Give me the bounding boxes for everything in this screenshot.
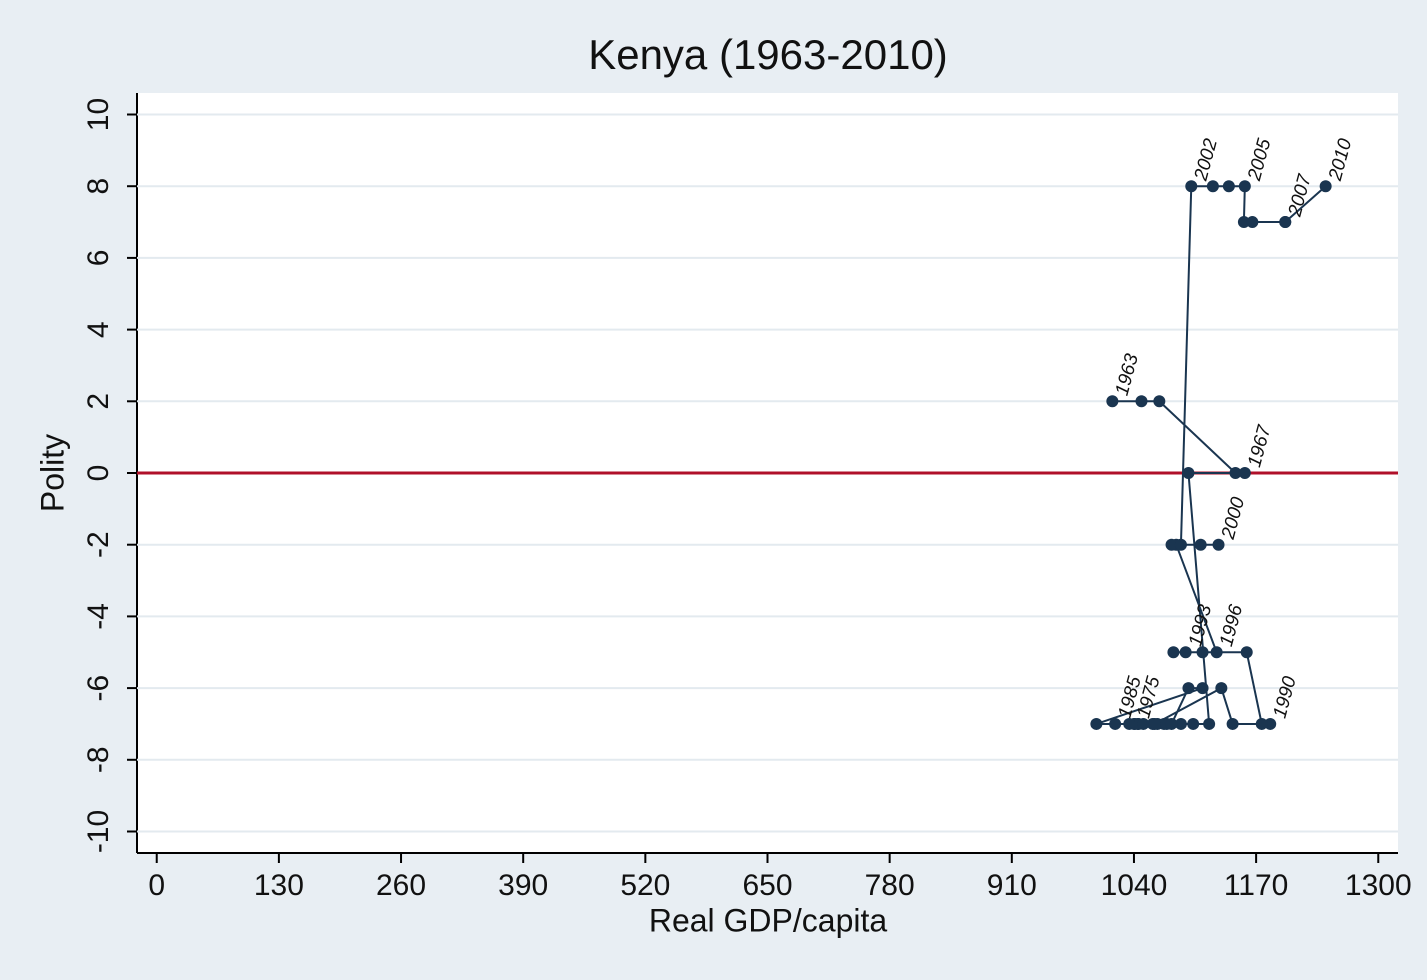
point: [1187, 717, 1200, 730]
y-axis-title: Polity: [34, 434, 70, 512]
y-tick-label: 6: [82, 250, 115, 267]
point: [1194, 538, 1207, 551]
point: [1222, 180, 1235, 193]
x-tick-label: 260: [376, 869, 426, 902]
point: [1238, 180, 1251, 193]
point: [1196, 682, 1209, 695]
point: [1264, 717, 1277, 730]
x-tick-label: 910: [987, 869, 1037, 902]
y-tick-label: -2: [82, 531, 115, 558]
point: [1106, 395, 1119, 408]
point: [1135, 395, 1148, 408]
point: [1279, 216, 1292, 229]
y-tick-label: -6: [82, 675, 115, 702]
y-tick-label: 10: [82, 98, 115, 131]
point: [1215, 682, 1228, 695]
y-tick-label: -4: [82, 603, 115, 630]
y-tick-label: -8: [82, 746, 115, 773]
point: [1210, 646, 1223, 659]
y-tick-label: 8: [82, 178, 115, 195]
point: [1237, 216, 1250, 229]
point: [1255, 717, 1268, 730]
point: [1182, 682, 1195, 695]
point: [1148, 717, 1161, 730]
point: [1182, 467, 1195, 479]
point: [1165, 538, 1178, 551]
x-tick-label: 650: [742, 869, 792, 902]
x-tick-label: 1040: [1101, 869, 1168, 902]
point: [1206, 180, 1219, 193]
x-tick-label: 130: [254, 869, 304, 902]
point: [1229, 467, 1242, 479]
point: [1167, 646, 1180, 659]
point: [1123, 717, 1136, 730]
y-tick-label: 4: [82, 321, 115, 338]
x-tick-label: 1170: [1224, 869, 1289, 902]
point: [1246, 216, 1259, 229]
point: [1203, 717, 1216, 730]
point: [1240, 646, 1253, 659]
point: [1238, 467, 1251, 479]
point: [1319, 180, 1332, 193]
x-tick-label: 520: [620, 869, 670, 902]
chart-title: Kenya (1963-2010): [588, 31, 948, 78]
point: [1109, 717, 1122, 730]
point: [1226, 717, 1239, 730]
point: [1165, 717, 1178, 730]
point: [1153, 395, 1166, 408]
point: [1137, 717, 1150, 730]
point: [1185, 180, 1198, 193]
point: [1179, 646, 1192, 659]
x-tick-label: 780: [865, 869, 915, 902]
point: [1174, 538, 1187, 551]
point: [1196, 646, 1209, 659]
point: [1212, 538, 1225, 551]
point: [1090, 717, 1103, 730]
x-tick-label: 390: [498, 869, 548, 902]
x-tick-label: 1300: [1345, 869, 1412, 902]
x-axis-title: Real GDP/capita: [649, 902, 888, 938]
x-tick-label: 0: [148, 869, 165, 902]
point: [1174, 717, 1187, 730]
y-tick-label: 2: [82, 393, 115, 410]
y-tick-label: 0: [82, 465, 115, 482]
y-tick-label: -10: [82, 810, 115, 853]
